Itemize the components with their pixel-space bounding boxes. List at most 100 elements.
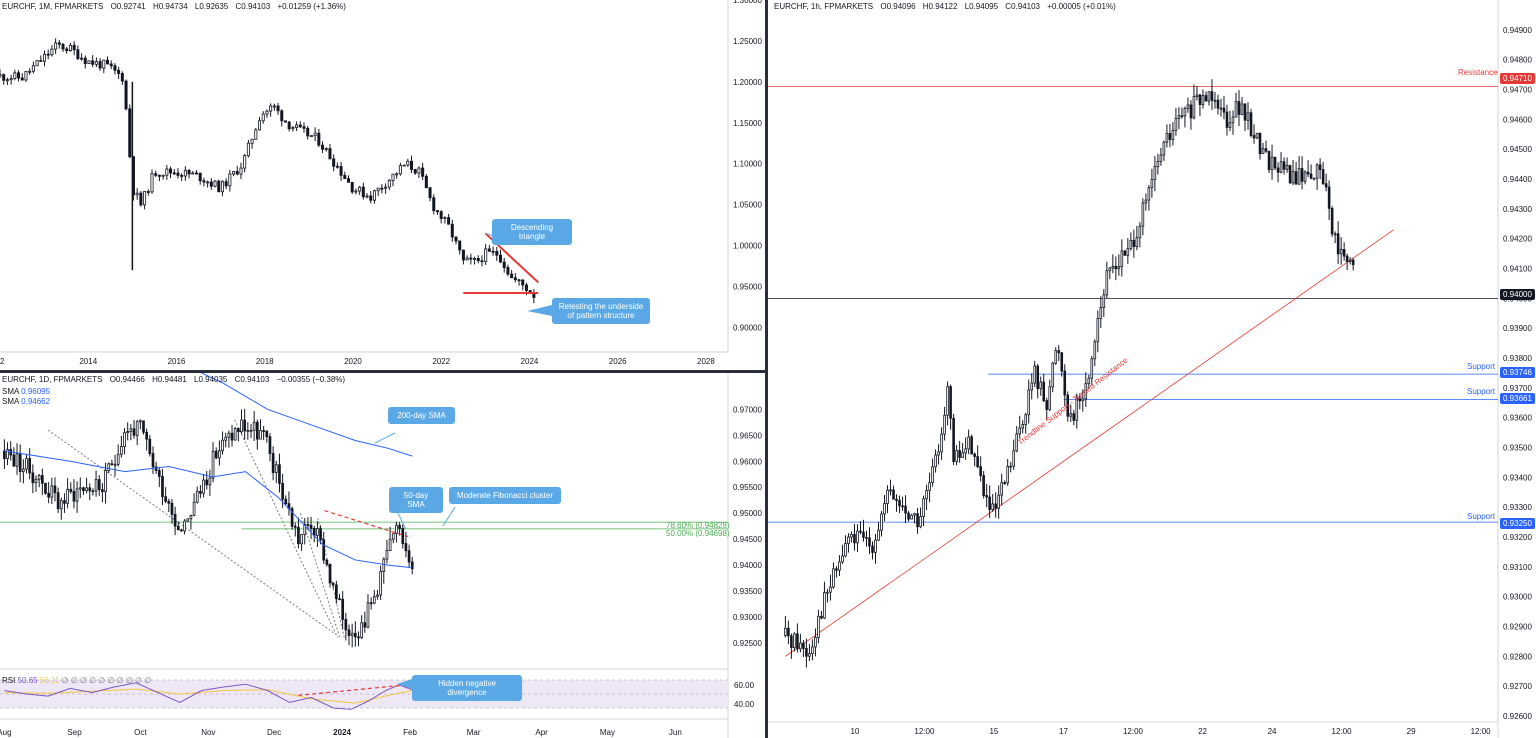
daily-candle-body <box>391 533 395 540</box>
vertical-divider[interactable] <box>765 0 768 738</box>
monthly-candle-body <box>295 124 299 128</box>
hourly-candle-body <box>1288 164 1292 184</box>
daily-candle-body <box>3 450 6 460</box>
hourly-candle-body <box>1183 107 1187 117</box>
change-value: −0.00355 (−0.38%) <box>276 375 346 384</box>
resistance-label: Resistance <box>1458 68 1498 77</box>
chart-header: EURCHF, 1h, FPMARKETS O0.94096 H0.94122 … <box>774 2 1121 11</box>
hourly-candle-body <box>1057 350 1061 354</box>
hourly-candle-body <box>805 648 808 657</box>
monthly-candle-body <box>417 167 421 174</box>
hourly-candle-body <box>862 531 865 538</box>
hourly-candle-body <box>1297 168 1301 185</box>
open-value: O0.94096 <box>880 2 916 11</box>
hourly-candle-body <box>880 513 883 531</box>
daily-candle-body <box>338 598 341 601</box>
monthly-candle-body <box>80 57 84 60</box>
monthly-candle-body <box>287 121 291 130</box>
hourly-candle-body <box>958 450 961 458</box>
monthly-candle-body <box>68 44 72 52</box>
hourly-candle-body <box>1300 168 1304 182</box>
monthly-candle-body <box>180 174 184 177</box>
x-tick-label: 15 <box>989 727 998 736</box>
daily-candle-body <box>37 475 41 480</box>
rsi-legend-dots: ∅ ∅ ∅ ∅ ∅ ∅ ∅ ∅ ∅ ∅ <box>61 676 152 685</box>
hourly-candle-body <box>943 414 946 435</box>
hourly-candle-body <box>955 450 958 462</box>
hourly-candle-body <box>1156 160 1160 168</box>
close-value: C0.94103 <box>235 2 271 11</box>
hourly-candle-body <box>1039 381 1043 389</box>
monthly-candle-body <box>265 110 269 115</box>
hourly-candle-body <box>1201 95 1205 105</box>
daily-candle-body <box>59 500 63 510</box>
monthly-candle-body <box>372 190 376 201</box>
change-value: +0.01259 (+1.36%) <box>277 2 346 11</box>
horizontal-divider[interactable] <box>0 370 766 373</box>
daily-candle-body <box>18 453 22 472</box>
hourly-candle-body <box>1015 433 1018 452</box>
hourly-candles: 0.92600 0.92700 0.92800 0.92900 0.93000 0.931… <box>768 0 1532 738</box>
fib786-label: 78.60% (0.94828) <box>666 521 730 530</box>
monthly-chart-panel[interactable]: EURCHF, 1M, FPMARKETS O0.92741 H0.94734 … <box>0 0 765 370</box>
hourly-candle-body <box>817 615 820 638</box>
daily-candle-body <box>246 429 250 432</box>
daily-candle-body <box>278 464 281 484</box>
hourly-candle-body <box>1198 94 1202 105</box>
fib-retracement-line <box>47 429 334 634</box>
daily-candle-body <box>259 430 262 440</box>
sma50-legend-text: SMA <box>2 387 19 396</box>
hourly-candle-body <box>1285 164 1289 170</box>
y-tick-label: 0.90000 <box>733 323 762 332</box>
daily-candle-body <box>75 488 79 502</box>
y-tick-label: 0.95500 <box>733 483 762 492</box>
daily-candle-body <box>372 596 376 604</box>
x-tick-label: 2016 <box>168 357 186 366</box>
hourly-candle-body <box>1291 171 1295 184</box>
monthly-candle-body <box>154 173 158 176</box>
daily-candle-body <box>249 429 253 432</box>
hourly-candle-body <box>973 453 976 457</box>
daily-candle-body <box>6 449 9 460</box>
hourly-candle-body <box>820 615 823 619</box>
y-tick-label: 0.96000 <box>733 457 762 466</box>
hourly-candle-body <box>883 503 886 515</box>
daily-candle-body <box>66 488 69 504</box>
monthly-candle-body <box>54 42 58 50</box>
symbol-label: EURCHF, 1M, FPMARKETS <box>2 2 104 11</box>
monthly-candle-body <box>217 180 221 193</box>
hourly-candle-body <box>1312 177 1316 180</box>
monthly-candle-body <box>298 124 302 128</box>
sma200-callout-pointer <box>374 432 396 444</box>
hourly-chart-panel[interactable]: EURCHF, 1h, FPMARKETS O0.94096 H0.94122 … <box>768 0 1536 738</box>
monthly-candle-body <box>469 257 473 260</box>
daily-candle-body <box>281 483 284 500</box>
monthly-candle-body <box>83 57 87 64</box>
hourly-candle-body <box>1078 397 1082 402</box>
sma200-legend: SMA 0.94662 <box>2 397 50 406</box>
sma50-legend: SMA 0.96095 <box>2 387 50 396</box>
monthly-candles: 0.90000 0.95000 1.00000 1.05000 1.10000 1.150… <box>0 0 762 366</box>
y-tick-label: 0.94500 <box>733 535 762 544</box>
hourly-candle-body <box>1270 156 1274 171</box>
hourly-candle-body <box>1033 365 1037 384</box>
monthly-candle-body <box>213 180 217 187</box>
x-tick-label: 2026 <box>609 357 627 366</box>
monthly-candle-body <box>428 187 432 199</box>
hourly-candle-body <box>970 436 973 455</box>
monthly-candle-body <box>313 132 317 137</box>
daily-candle-body <box>56 492 60 510</box>
x-tick-label: May <box>600 728 615 737</box>
y-tick-label: 1.10000 <box>733 160 762 169</box>
monthly-candle-body <box>65 48 69 52</box>
daily-candle-body <box>344 619 348 631</box>
monthly-candle-body <box>261 113 265 122</box>
daily-candle-body <box>328 564 332 584</box>
daily-chart-panel[interactable]: EURCHF, 1D, FPMARKETS O0.94466 H0.94481 … <box>0 373 765 738</box>
daily-candle-body <box>69 488 73 492</box>
monthly-candle-body <box>361 186 365 198</box>
y-tick-label: 0.94400 <box>1503 175 1532 184</box>
retest-callout-pointer <box>527 305 552 316</box>
hourly-candle-body <box>1168 133 1172 140</box>
y-tick-label: 0.93500 <box>733 587 762 596</box>
